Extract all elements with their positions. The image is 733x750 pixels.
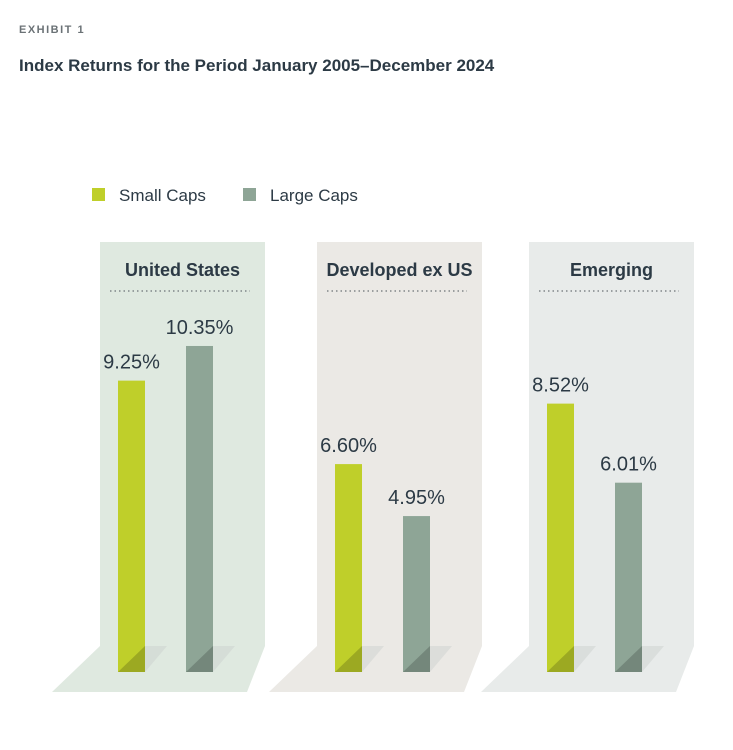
- bar-facet-emerging-large-caps: [615, 646, 642, 672]
- legend-swatch-small-caps: [92, 188, 105, 201]
- category-label-emerging: Emerging: [570, 260, 653, 280]
- value-label-developed-ex-us-large-caps: 4.95%: [388, 487, 445, 509]
- value-label-united-states-small-caps: 9.25%: [103, 352, 160, 374]
- exhibit-label: EXHIBIT 1: [19, 24, 86, 36]
- bar-united-states-small-caps: [118, 380, 145, 672]
- bar-developed-ex-us-small-caps: [335, 464, 362, 672]
- legend-swatch-large-caps: [243, 188, 256, 201]
- bar-united-states-large-caps: [186, 345, 213, 672]
- category-label-united-states: United States: [125, 260, 240, 280]
- bar-developed-ex-us-large-caps: [403, 516, 430, 672]
- bar-emerging-small-caps: [547, 403, 574, 672]
- value-label-emerging-small-caps: 8.52%: [532, 375, 589, 397]
- chart-title: Index Returns for the Period January 200…: [19, 56, 495, 75]
- bar-facet-developed-ex-us-large-caps: [403, 646, 430, 672]
- bar-facet-emerging-small-caps: [547, 646, 574, 672]
- legend-label-small-caps: Small Caps: [119, 186, 206, 205]
- value-label-united-states-large-caps: 10.35%: [166, 317, 234, 339]
- bar-facet-united-states-large-caps: [186, 646, 213, 672]
- bar-facet-developed-ex-us-small-caps: [335, 646, 362, 672]
- value-label-emerging-large-caps: 6.01%: [600, 454, 657, 476]
- category-label-developed-ex-us: Developed ex US: [326, 260, 472, 280]
- legend-label-large-caps: Large Caps: [270, 186, 358, 205]
- bar-emerging-large-caps: [615, 482, 642, 672]
- bar-facet-united-states-small-caps: [118, 646, 145, 672]
- value-label-developed-ex-us-small-caps: 6.60%: [320, 435, 377, 457]
